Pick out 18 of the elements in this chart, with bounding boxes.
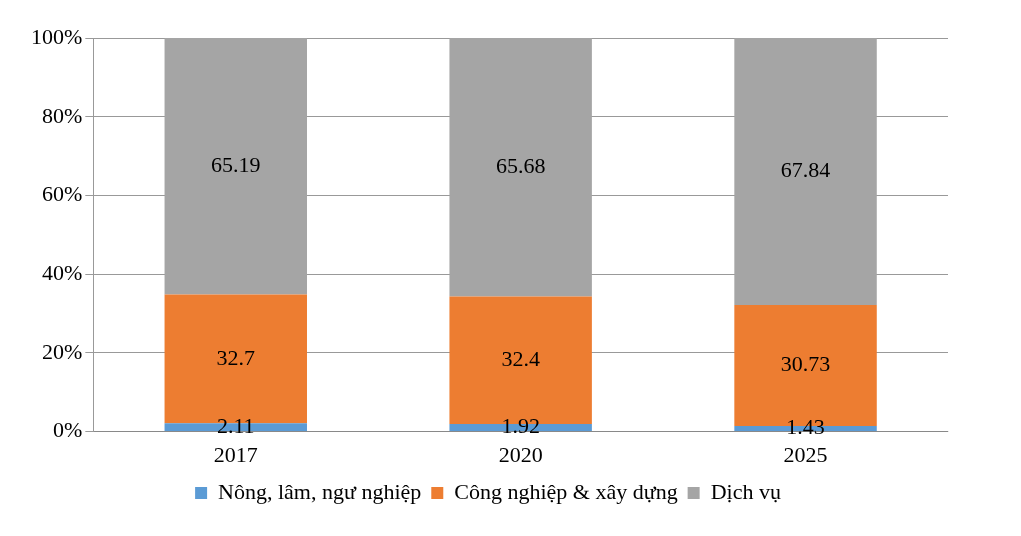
data-label: 30.73	[780, 351, 831, 377]
y-tick-label: 40%	[42, 259, 83, 285]
legend-label: Công nghiệp & xây dựng	[454, 478, 678, 504]
data-label: 67.84	[780, 157, 831, 183]
legend-label: Dịch vụ	[710, 478, 781, 504]
y-tick-label: 20%	[42, 338, 83, 364]
x-tick-label: 2017	[213, 441, 258, 467]
y-tick-label: 0%	[53, 417, 83, 443]
x-tick-label: 2020	[498, 441, 543, 467]
y-tick-label: 80%	[42, 102, 83, 128]
legend-label: Nông, lâm, ngư nghiệp	[218, 478, 422, 504]
y-tick-label: 100%	[31, 23, 83, 49]
data-label: 32.4	[501, 346, 540, 372]
data-label: 65.68	[495, 153, 546, 179]
data-label: 65.19	[211, 152, 261, 178]
data-label: 32.7	[216, 344, 256, 370]
y-tick-label: 60%	[42, 181, 83, 207]
x-tick-label: 2025	[783, 441, 828, 467]
